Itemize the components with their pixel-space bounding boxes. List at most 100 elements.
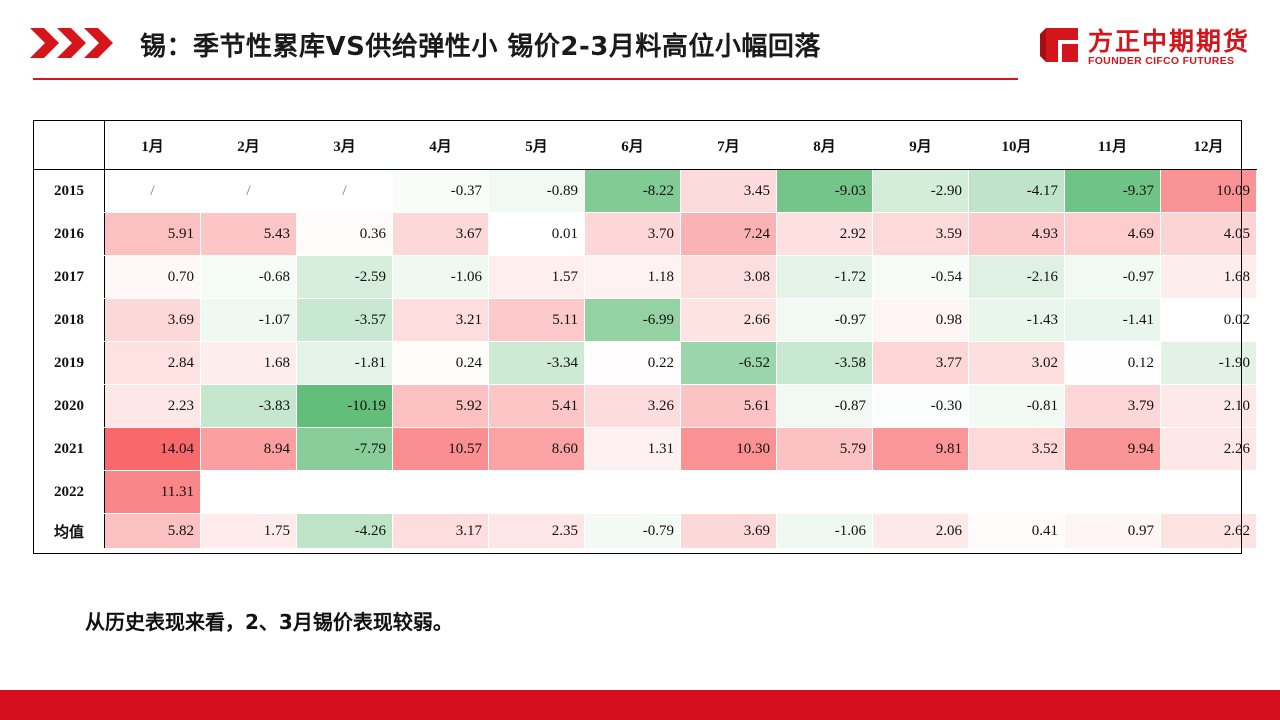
row-header-year: 2021 xyxy=(33,427,105,471)
heatmap-cell: 5.61 xyxy=(680,384,777,428)
heatmap-cell: -1.90 xyxy=(1160,341,1257,385)
footer-bar xyxy=(0,690,1280,720)
title-rule xyxy=(33,78,1018,80)
heatmap-cell: 3.21 xyxy=(392,298,489,342)
heatmap-cell: -1.06 xyxy=(392,255,489,299)
heatmap-cell: -3.34 xyxy=(488,341,585,385)
heatmap-cell: 9.94 xyxy=(1064,427,1161,471)
heatmap-cell: 10.09 xyxy=(1160,169,1257,213)
heatmap-cell xyxy=(392,470,489,514)
heatmap-cell: 5.43 xyxy=(200,212,297,256)
heatmap-cell: 2.84 xyxy=(104,341,201,385)
table-row: 2018 3.69 -1.07 -3.57 3.21 5.11 -6.99 2.66 -0.97… xyxy=(33,298,1257,342)
heatmap-cell: 3.70 xyxy=(584,212,681,256)
heatmap-cell xyxy=(200,470,297,514)
heatmap-cell: 3.17 xyxy=(392,513,489,549)
heatmap-cell: 3.26 xyxy=(584,384,681,428)
column-header-month: 2月 xyxy=(200,120,297,170)
heatmap-cell: 0.70 xyxy=(104,255,201,299)
logo-english-name: FOUNDER CIFCO FUTURES xyxy=(1088,55,1235,67)
heatmap-cell: -0.68 xyxy=(200,255,297,299)
column-header-month: 6月 xyxy=(584,120,681,170)
heatmap-cell: -0.30 xyxy=(872,384,969,428)
heatmap-cell: 3.52 xyxy=(968,427,1065,471)
heatmap-cell: 3.79 xyxy=(1064,384,1161,428)
heatmap-cell: -0.37 xyxy=(392,169,489,213)
heatmap-cell: 2.66 xyxy=(680,298,777,342)
heatmap-cell: 3.08 xyxy=(680,255,777,299)
seasonality-heatmap-table: 1月 2月 3月 4月 5月 6月 7月 8月 9月 10月 11月 12月 2015// / -0.37… xyxy=(33,120,1257,549)
heatmap-cell: 2.10 xyxy=(1160,384,1257,428)
heatmap-cell: 5.91 xyxy=(104,212,201,256)
heatmap-cell: 2.26 xyxy=(1160,427,1257,471)
heatmap-cell: 5.82 xyxy=(104,513,201,549)
heatmap-cell: -7.79 xyxy=(296,427,393,471)
heatmap-cell: 9.81 xyxy=(872,427,969,471)
row-header-year: 2015 xyxy=(33,169,105,213)
heatmap-cell: 5.41 xyxy=(488,384,585,428)
heatmap-cell: -8.22 xyxy=(584,169,681,213)
heatmap-cell: 0.12 xyxy=(1064,341,1161,385)
heatmap-cell: -3.58 xyxy=(776,341,873,385)
column-header-month: 3月 xyxy=(296,120,393,170)
heatmap-cell: 3.77 xyxy=(872,341,969,385)
heatmap-cell: 4.69 xyxy=(1064,212,1161,256)
company-logo: 方正中期期货 FOUNDER CIFCO FUTURES xyxy=(1038,22,1260,72)
heatmap-cell xyxy=(488,470,585,514)
heatmap-cell: -0.97 xyxy=(1064,255,1161,299)
heatmap-cell: / xyxy=(200,169,297,213)
corner-cell xyxy=(33,120,105,170)
heatmap-cell xyxy=(1064,470,1161,514)
heatmap-cell: -0.81 xyxy=(968,384,1065,428)
table-row: 2019 2.84 1.68 -1.81 0.24 -3.34 0.22 -6.52 -3.58… xyxy=(33,341,1257,385)
heatmap-cell xyxy=(296,470,393,514)
row-header-year: 2017 xyxy=(33,255,105,299)
heatmap-cell: 11.31 xyxy=(104,470,201,514)
heatmap-cell: -6.99 xyxy=(584,298,681,342)
heatmap-cell: 0.01 xyxy=(488,212,585,256)
header-row: 1月 2月 3月 4月 5月 6月 7月 8月 9月 10月 11月 12月 xyxy=(33,120,1257,170)
heatmap-cell: 10.57 xyxy=(392,427,489,471)
row-header-year: 2018 xyxy=(33,298,105,342)
heatmap-cell: -0.87 xyxy=(776,384,873,428)
heatmap-cell: 2.92 xyxy=(776,212,873,256)
heatmap-cell: 1.75 xyxy=(200,513,297,549)
row-header-year: 均值 xyxy=(33,513,105,549)
heatmap-cell: -1.06 xyxy=(776,513,873,549)
heatmap-cell: -1.07 xyxy=(200,298,297,342)
heatmap-cell xyxy=(872,470,969,514)
heatmap-cell: -1.43 xyxy=(968,298,1065,342)
slide-title: 锡：季节性累库VS供给弹性小 锡价2-3月料高位小幅回落 xyxy=(140,32,821,62)
heatmap-cell: 1.31 xyxy=(584,427,681,471)
heatmap-cell: 4.05 xyxy=(1160,212,1257,256)
heatmap-cell: 5.79 xyxy=(776,427,873,471)
heatmap-cell: 0.98 xyxy=(872,298,969,342)
row-header-year: 2019 xyxy=(33,341,105,385)
heatmap-cell: 5.11 xyxy=(488,298,585,342)
column-header-month: 10月 xyxy=(968,120,1065,170)
heatmap-cell: 8.60 xyxy=(488,427,585,471)
table-row: 2022 11.31 xyxy=(33,470,1257,514)
heatmap-cell: 3.59 xyxy=(872,212,969,256)
heatmap-cell: 1.57 xyxy=(488,255,585,299)
column-header-month: 9月 xyxy=(872,120,969,170)
heatmap-cell: -2.16 xyxy=(968,255,1065,299)
column-header-month: 12月 xyxy=(1160,120,1257,170)
heatmap-cell: -1.41 xyxy=(1064,298,1161,342)
chevron-arrows-icon xyxy=(30,28,113,58)
column-header-month: 11月 xyxy=(1064,120,1161,170)
column-header-month: 7月 xyxy=(680,120,777,170)
heatmap-cell: -4.17 xyxy=(968,169,1065,213)
heatmap-cell: 1.68 xyxy=(200,341,297,385)
heatmap-cell: -1.72 xyxy=(776,255,873,299)
heatmap-cell: 3.02 xyxy=(968,341,1065,385)
heatmap-cell: 0.02 xyxy=(1160,298,1257,342)
table-row: 2021 14.04 8.94 -7.79 10.57 8.60 1.31 10.30 5.79… xyxy=(33,427,1257,471)
heatmap-cell: -9.37 xyxy=(1064,169,1161,213)
heatmap-cell: -2.59 xyxy=(296,255,393,299)
heatmap-cell: 10.30 xyxy=(680,427,777,471)
heatmap-cell: -6.52 xyxy=(680,341,777,385)
table-row: 2015// / -0.37 -0.89 -8.22 3.45 -9.03 -2.90 -4.1… xyxy=(33,169,1257,213)
heatmap-cell: 2.06 xyxy=(872,513,969,549)
heatmap-cell: 0.24 xyxy=(392,341,489,385)
